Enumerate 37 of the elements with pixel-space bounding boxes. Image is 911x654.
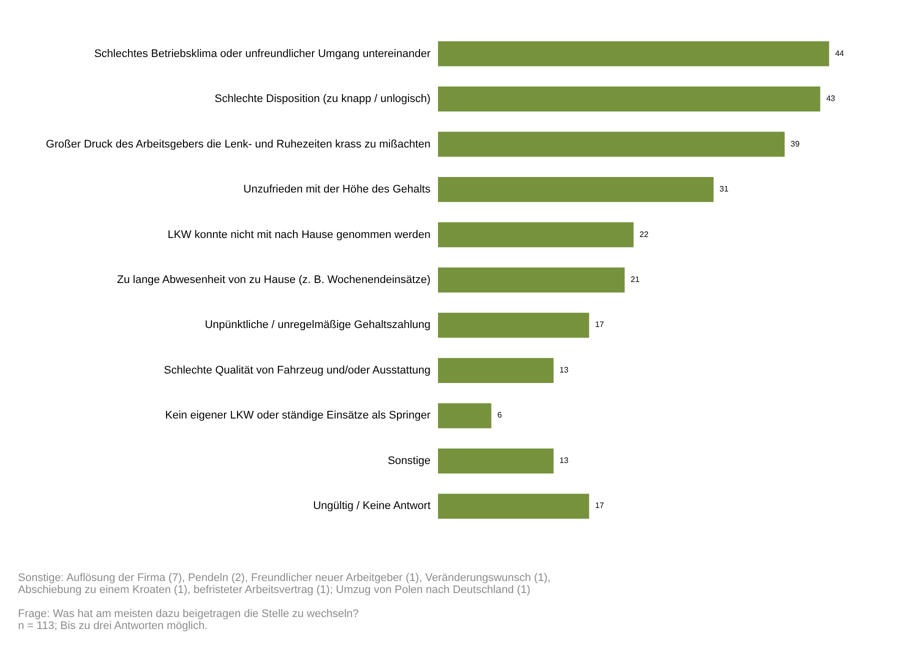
y-tick-label: Zu lange Abwesenheit von zu Hause (z. B. Wochenendeinsätze) [117, 274, 430, 286]
text: Sonstige: Auflösung der Firma (7), Pendeln (2), Freundlicher neuer Arbeitgeber (1), Veränderungswunsch (1), [18, 572, 551, 584]
y-tick-label: Sonstige [388, 454, 430, 467]
y-tick-label: Unzufrieden mit der Höhe des Gehalts [243, 184, 431, 196]
bar [438, 268, 625, 292]
text: n = 113; Bis zu drei Antworten möglich. [18, 620, 208, 632]
y-tick-label: Ungültig / Keine Antwort [313, 500, 430, 512]
bar [438, 403, 492, 428]
data-label: 44 [835, 48, 845, 58]
data-label: 31 [720, 184, 730, 194]
data-label: 6 [497, 410, 502, 420]
bar [438, 222, 634, 248]
y-tick-label: LKW konnte nicht mit nach Hause genommen werden [168, 228, 430, 241]
data-label: 21 [630, 275, 640, 284]
y-tick-label: Unpünktliche / unregelmäßige Gehaltszahlung [204, 319, 430, 332]
data-label: 17 [595, 320, 605, 330]
data-label: 43 [826, 94, 836, 104]
bar [438, 448, 554, 474]
bar [438, 132, 785, 157]
y-tick-label: Schlechte Disposition (zu knapp / unlogisch) [214, 93, 430, 106]
bar [438, 358, 554, 383]
bar [438, 86, 820, 112]
y-tick-label: Kein eigener LKW oder ständige Einsätze als Springer [165, 410, 431, 422]
data-label: 13 [560, 366, 570, 374]
data-label: 17 [595, 501, 605, 510]
y-tick-label: Großer Druck des Arbeitsgebers die Lenk- und Ruhezeiten krass zu mißachten [46, 138, 430, 150]
y-tick-label: Schlechtes Betriebsklima oder unfreundlicher Umgang untereinander [94, 48, 431, 60]
text: Frage: Was hat am meisten dazu beigetragen die Stelle zu wechseln? [18, 608, 359, 620]
bar [438, 177, 714, 202]
data-label: 22 [640, 230, 650, 239]
bar [438, 41, 830, 66]
data-label: 13 [560, 456, 570, 465]
data-label: 39 [790, 139, 800, 148]
bar [438, 312, 590, 338]
y-tick-label: Schlechte Qualität von Fahrzeug und/oder Ausstattung [164, 364, 430, 376]
text: Abschiebung zu einem Kroaten (1), befristeter Arbeitsvertrag (1); Umzug von Polen nach Deutschland (1) [18, 584, 530, 596]
bar [438, 494, 590, 519]
